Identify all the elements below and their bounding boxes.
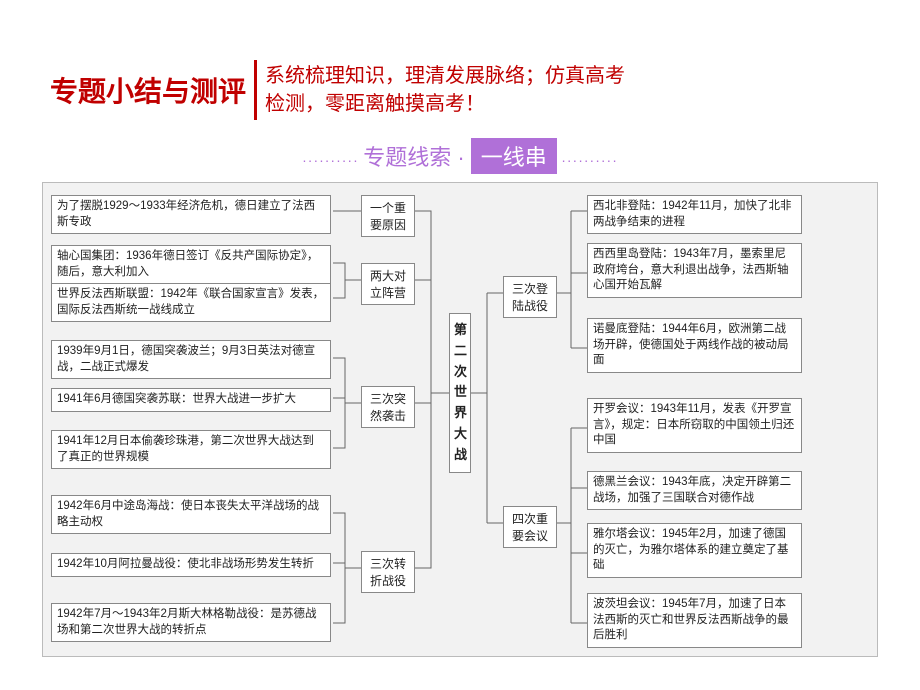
left-block-3: 世界反法西斯联盟：1942年《联合国家宣言》发表，国际反法西斯统一战线成立 <box>51 283 331 322</box>
mid-left-3: 三次突然袭击 <box>361 386 415 428</box>
right-block-3: 诺曼底登陆：1944年6月，欧洲第二战场开辟，使德国处于两线作战的被动局面 <box>587 318 802 373</box>
mid-right-2: 四次重要会议 <box>503 506 557 548</box>
left-block-4: 1939年9月1日，德国突袭波兰；9月3日英法对德宣战，二战正式爆发 <box>51 340 331 379</box>
mid-left-4: 三次转折战役 <box>361 551 415 593</box>
diagram-container: 为了摆脱1929～1933年经济危机，德日建立了法西斯专政 轴心国集团：1936… <box>42 182 878 657</box>
right-block-5: 德黑兰会议：1943年底，决定开辟第二战场，加强了三国联合对德作战 <box>587 471 802 510</box>
center-node: 第二次世界大战 <box>449 313 471 473</box>
right-block-1: 西北非登陆：1942年11月，加快了北非两战争结束的进程 <box>587 195 802 234</box>
left-block-6: 1941年12月日本偷袭珍珠港，第二次世界大战达到了真正的世界规模 <box>51 430 331 469</box>
left-block-7: 1942年6月中途岛海战：使日本丧失太平洋战场的战略主动权 <box>51 495 331 534</box>
subheading: ·········· 专题线索 · 一线串 ·········· <box>0 138 920 174</box>
left-block-2: 轴心国集团：1936年德日签订《反共产国际协定》，随后，意大利加入 <box>51 245 331 284</box>
title-left: 专题小结与测评 <box>50 70 246 110</box>
sub-box-text: 一线串 <box>471 138 557 174</box>
left-block-9: 1942年7月～1943年2月斯大林格勒战役：是苏德战场和第二次世界大战的转折点 <box>51 603 331 642</box>
left-block-8: 1942年10月阿拉曼战役：使北非战场形势发生转折 <box>51 553 331 577</box>
mid-right-1: 三次登陆战役 <box>503 276 557 318</box>
right-block-2: 西西里岛登陆：1943年7月，墨索里尼政府垮台，意大利退出战争，法西斯轴心国开始… <box>587 243 802 298</box>
right-block-6: 雅尔塔会议：1945年2月，加速了德国的灭亡，为雅尔塔体系的建立奠定了基础 <box>587 523 802 578</box>
divider <box>254 60 257 120</box>
left-block-5: 1941年6月德国突袭苏联：世界大战进一步扩大 <box>51 388 331 412</box>
dots-left: ·········· <box>302 152 359 168</box>
mid-left-2: 两大对立阵营 <box>361 263 415 305</box>
left-block-1: 为了摆脱1929～1933年经济危机，德日建立了法西斯专政 <box>51 195 331 234</box>
dots-right: ·········· <box>561 152 618 168</box>
sub-purple-text: 专题线索 · <box>363 145 471 170</box>
right-block-7: 波茨坦会议：1945年7月，加速了日本法西斯的灭亡和世界反法西斯战争的最后胜利 <box>587 593 802 648</box>
mid-left-1: 一个重要原因 <box>361 195 415 237</box>
right-block-4: 开罗会议：1943年11月，发表《开罗宣言》，规定：日本所窃取的中国领土归还中国 <box>587 398 802 453</box>
title-right-line1: 系统梳理知识，理清发展脉络；仿真高考 <box>265 62 625 90</box>
title-right-line2: 检测，零距离触摸高考！ <box>265 90 625 118</box>
header: 专题小结与测评 系统梳理知识，理清发展脉络；仿真高考 检测，零距离触摸高考！ <box>0 0 920 130</box>
title-right: 系统梳理知识，理清发展脉络；仿真高考 检测，零距离触摸高考！ <box>265 62 625 118</box>
